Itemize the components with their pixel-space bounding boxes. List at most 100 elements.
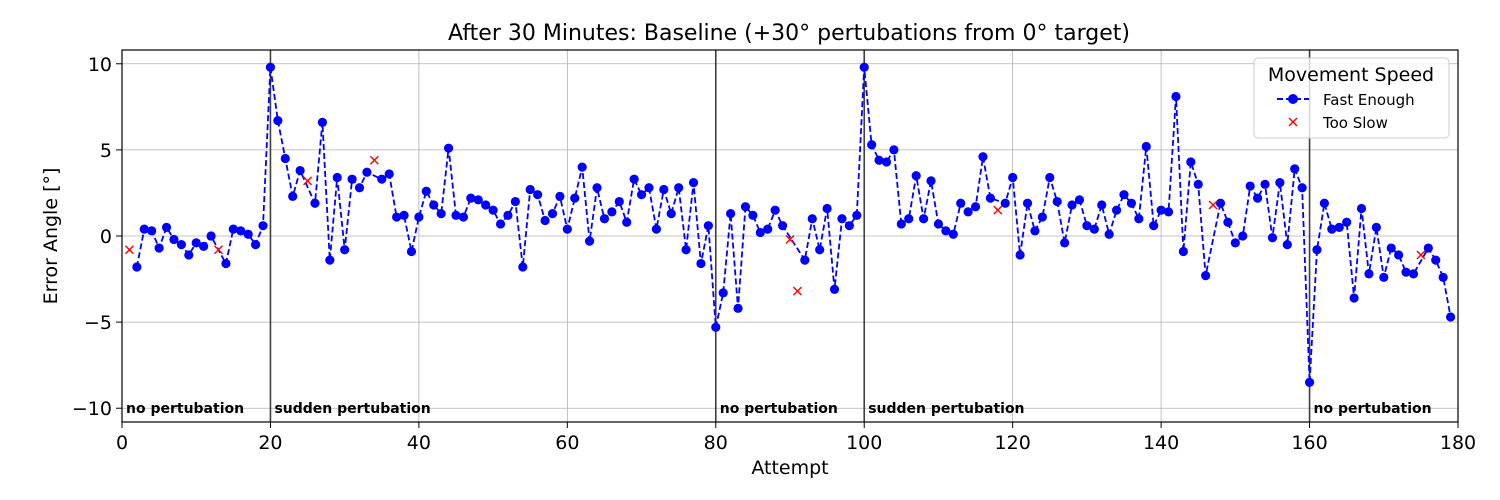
data-point-fast-enough: [1327, 224, 1337, 234]
data-point-fast-enough: [711, 322, 721, 332]
data-point-fast-enough: [911, 171, 921, 181]
data-point-fast-enough: [1134, 214, 1144, 224]
data-point-fast-enough: [228, 224, 238, 234]
data-point-fast-enough: [503, 210, 513, 220]
data-point-fast-enough: [206, 231, 216, 241]
data-point-fast-enough: [466, 193, 476, 203]
data-point-fast-enough: [325, 255, 335, 265]
data-point-fast-enough: [362, 167, 372, 177]
data-point-fast-enough: [1215, 198, 1226, 208]
data-point-fast-enough: [1364, 269, 1374, 279]
data-point-fast-enough: [570, 193, 580, 203]
phase-label: no pertubation: [126, 401, 244, 417]
data-point-fast-enough: [1126, 198, 1137, 208]
data-point-fast-enough: [562, 224, 572, 234]
data-point-fast-enough: [815, 245, 825, 255]
data-point-fast-enough: [740, 202, 751, 212]
data-point-fast-enough: [948, 229, 958, 239]
data-point-fast-enough: [176, 240, 186, 250]
data-point-fast-enough: [807, 214, 817, 224]
y-tick-label: −5: [84, 312, 112, 334]
data-point-fast-enough: [829, 284, 840, 294]
data-point-fast-enough: [199, 241, 209, 251]
data-point-fast-enough: [1008, 172, 1018, 183]
y-axis-label: Error Angle [°]: [40, 168, 62, 305]
legend-slow-marker: [1288, 117, 1298, 127]
data-point-fast-enough: [191, 238, 201, 248]
data-point-too-slow: [1416, 250, 1426, 260]
data-point-fast-enough: [1319, 198, 1329, 208]
data-point-fast-enough: [1245, 181, 1255, 191]
data-point-fast-enough: [822, 203, 832, 214]
data-point-fast-enough: [525, 184, 535, 195]
data-point-fast-enough: [1000, 198, 1010, 208]
data-point-fast-enough: [236, 226, 246, 236]
y-tick-label: 10: [88, 54, 112, 76]
data-point-fast-enough: [1074, 195, 1085, 205]
data-point-fast-enough: [889, 145, 899, 155]
data-point-fast-enough: [1356, 203, 1367, 214]
x-tick-label: 40: [407, 432, 431, 454]
data-point-fast-enough: [1304, 377, 1315, 387]
phase-labels: no pertubation sudden pertubation no pertu…: [126, 401, 1432, 417]
data-point-fast-enough: [1282, 240, 1292, 250]
legend-box: [1253, 57, 1450, 139]
data-point-fast-enough: [763, 224, 773, 234]
data-point-fast-enough: [1423, 243, 1433, 253]
data-point-fast-enough: [666, 209, 676, 219]
phase-label: sudden pertubation: [868, 401, 1024, 417]
data-point-fast-enough: [985, 193, 996, 203]
legend-title: Movement Speed: [1268, 64, 1434, 86]
data-point-fast-enough: [1015, 250, 1025, 260]
data-point-fast-enough: [636, 190, 647, 200]
data-point-fast-enough: [547, 209, 558, 219]
y-tick-label: −10: [72, 398, 112, 420]
data-point-fast-enough: [451, 210, 461, 220]
phase-label: no pertubation: [1314, 401, 1432, 417]
data-point-fast-enough: [970, 202, 981, 212]
data-point-fast-enough: [919, 214, 929, 224]
series-layer: [124, 62, 1456, 387]
data-point-fast-enough: [1067, 200, 1077, 210]
data-point-fast-enough: [392, 212, 402, 222]
data-point-fast-enough: [659, 184, 669, 195]
data-point-fast-enough: [280, 153, 290, 164]
data-point-fast-enough: [132, 262, 142, 272]
data-point-fast-enough: [265, 62, 276, 72]
data-point-too-slow: [785, 234, 795, 244]
x-tick-label: 20: [258, 432, 282, 454]
data-point-fast-enough: [844, 221, 854, 231]
data-point-fast-enough: [288, 191, 298, 201]
data-point-fast-enough: [733, 303, 743, 313]
data-point-fast-enough: [429, 200, 439, 210]
data-point-fast-enough: [354, 183, 365, 193]
legend-entry-slow: Too Slow: [1322, 114, 1388, 132]
x-tick-label: 160: [1291, 432, 1327, 454]
data-point-fast-enough: [1275, 178, 1285, 188]
data-point-fast-enough: [1171, 91, 1181, 102]
data-point-fast-enough: [926, 176, 936, 186]
data-point-fast-enough: [852, 210, 862, 220]
data-point-fast-enough: [1060, 238, 1070, 248]
y-tick-label: 0: [100, 226, 112, 248]
data-point-fast-enough: [295, 165, 305, 176]
data-point-fast-enough: [599, 214, 610, 224]
data-point-fast-enough: [748, 210, 758, 220]
x-axis-label: Attempt: [751, 457, 828, 479]
data-point-fast-enough: [1394, 250, 1404, 260]
data-point-fast-enough: [770, 205, 780, 215]
data-point-fast-enough: [859, 62, 869, 72]
y-tick-label: 5: [100, 140, 112, 162]
data-point-too-slow: [124, 245, 134, 255]
data-point-fast-enough: [777, 221, 788, 231]
data-point-fast-enough: [154, 243, 164, 253]
data-point-fast-enough: [881, 157, 892, 167]
data-point-too-slow: [213, 245, 223, 255]
data-point-fast-enough: [347, 174, 357, 184]
data-point-too-slow: [1208, 200, 1218, 210]
data-point-fast-enough: [555, 191, 565, 201]
data-point-fast-enough: [688, 178, 699, 188]
data-point-fast-enough: [443, 143, 454, 153]
